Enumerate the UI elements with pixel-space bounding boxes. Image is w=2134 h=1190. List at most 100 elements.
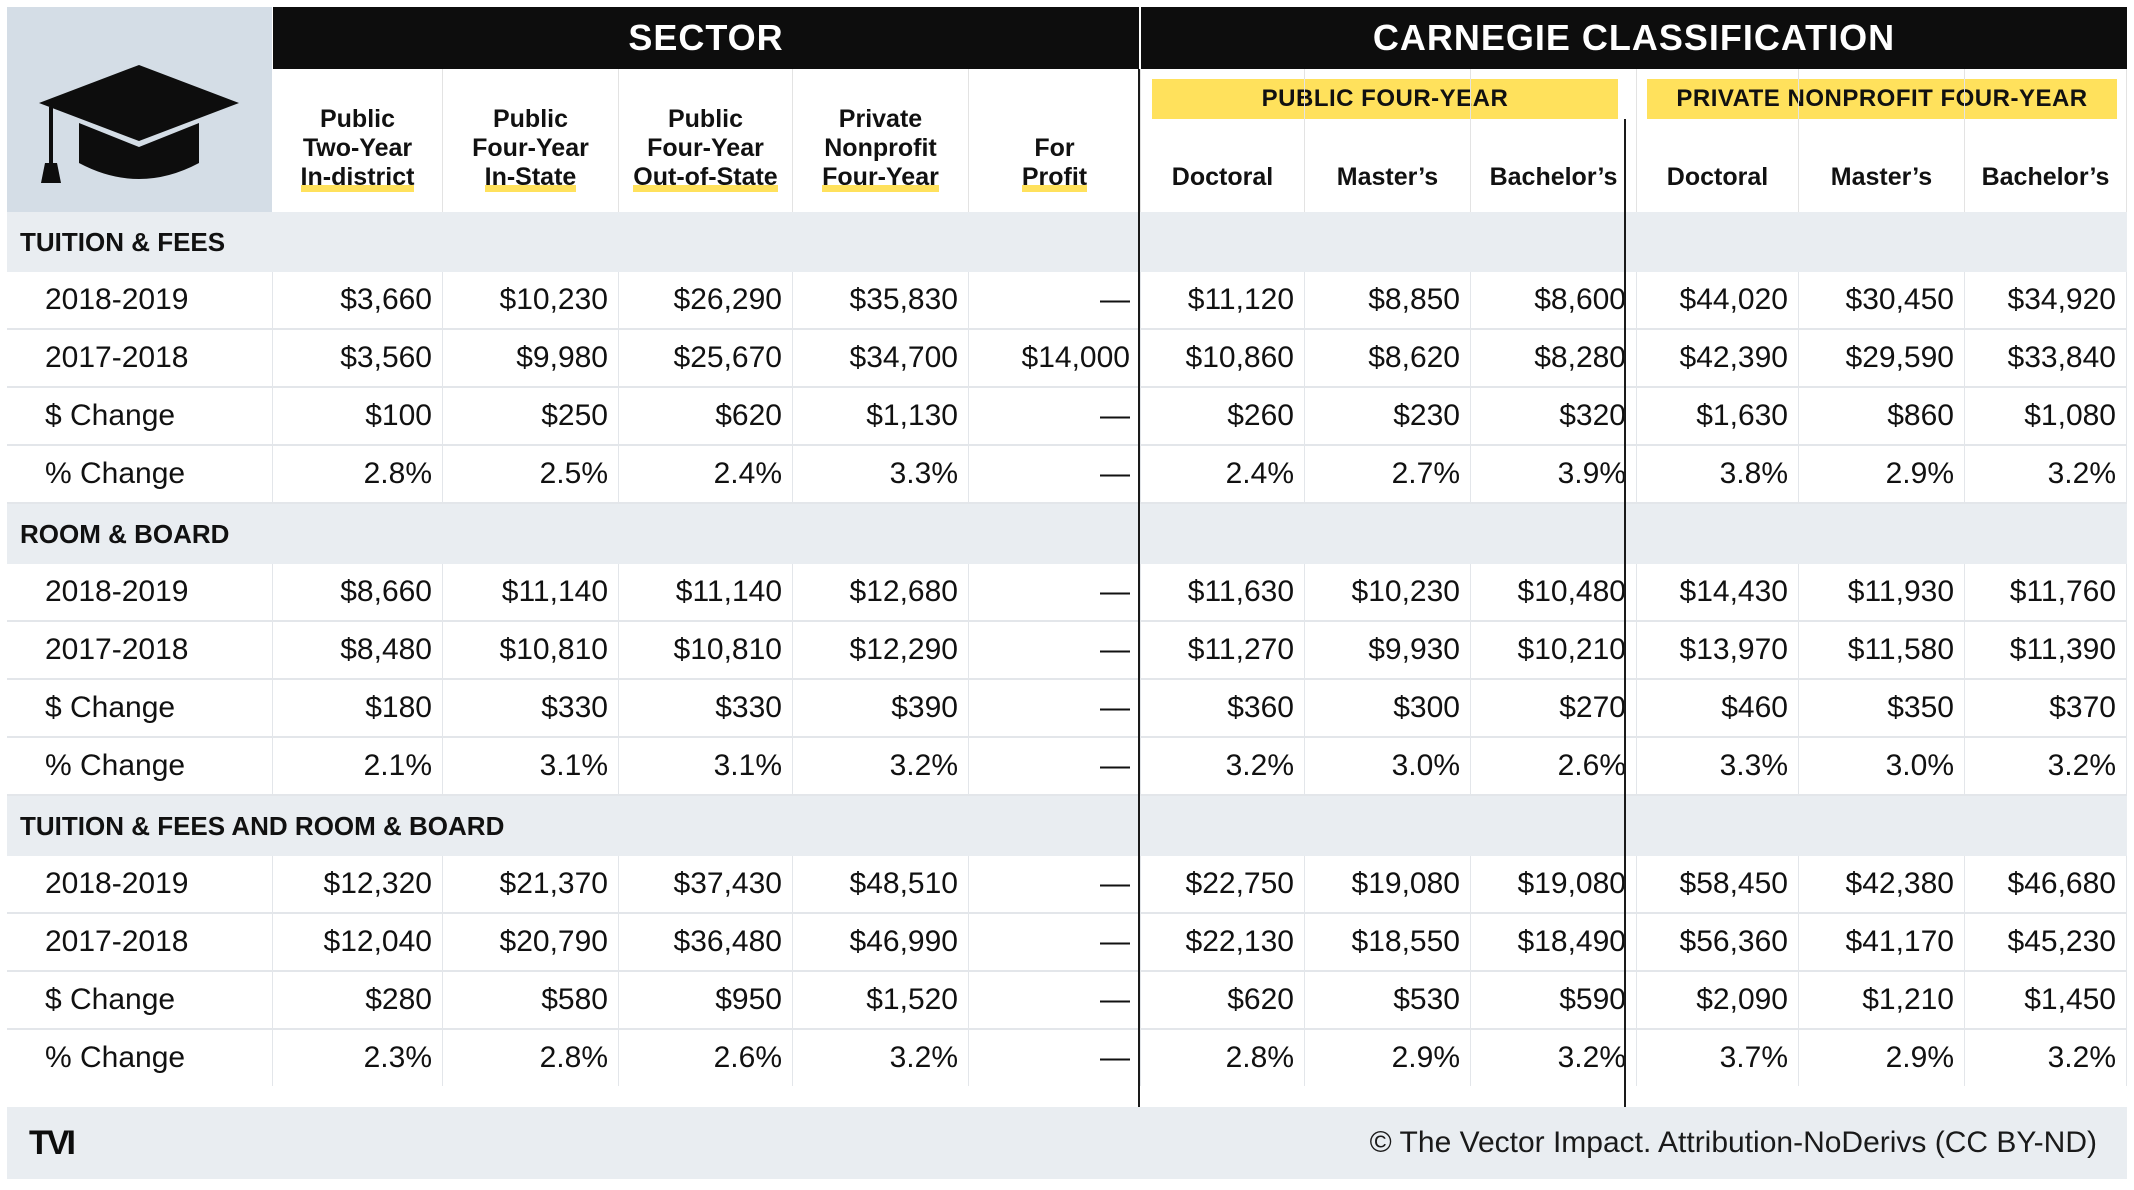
- column-header-line: Nonprofit: [824, 134, 937, 162]
- table-cell: $8,850: [1305, 272, 1471, 328]
- table-cell: 3.9%: [1471, 446, 1637, 502]
- table-cell: $11,390: [1965, 622, 2127, 678]
- table-row: 2017-2018 $3,560 $9,980 $25,670 $34,700 $14,0…: [7, 330, 2127, 388]
- table-cell: $250: [443, 388, 619, 444]
- table-cell: $580: [443, 972, 619, 1028]
- column-header-line: Two-Year: [302, 134, 413, 162]
- table-cell: 3.1%: [443, 738, 619, 794]
- table-cell: 2.6%: [619, 1030, 793, 1086]
- table-cell: 3.8%: [1637, 446, 1799, 502]
- column-header-5: Doctoral: [1141, 69, 1305, 212]
- table-cell: $350: [1799, 680, 1965, 736]
- column-header-line: Four-Year: [647, 134, 764, 162]
- table-row: $ Change $100 $250 $620 $1,130— $260 $230 $320 $…: [7, 388, 2127, 446]
- table-cell: $58,450: [1637, 856, 1799, 912]
- table-cell: $45,230: [1965, 914, 2127, 970]
- table-cell: $42,390: [1637, 330, 1799, 386]
- column-header-2: Public Four-Year Out-of-State: [619, 69, 793, 212]
- table-cell: $1,130: [793, 388, 969, 444]
- table-cell: 3.2%: [1141, 738, 1305, 794]
- column-header-label: Four-Year: [822, 163, 939, 191]
- table-cell: $18,490: [1471, 914, 1637, 970]
- column-header-label: Master’s: [1336, 163, 1439, 191]
- table-cell: $590: [1471, 972, 1637, 1028]
- table-cell: $42,380: [1799, 856, 1965, 912]
- table-cell: $10,860: [1141, 330, 1305, 386]
- tvi-logo: TVI: [29, 1124, 76, 1162]
- table-cell: $26,290: [619, 272, 793, 328]
- table-cell: $12,320: [273, 856, 443, 912]
- table-cell: $270: [1471, 680, 1637, 736]
- table-cell: —: [969, 680, 1141, 736]
- table-row: $ Change $280 $580 $950 $1,520— $620 $530 $590 $…: [7, 972, 2127, 1030]
- table-row: 2017-2018 $8,480 $10,810 $10,810 $12,290— $11…: [7, 622, 2127, 680]
- table-cell: $29,590: [1799, 330, 1965, 386]
- table-cell: —: [969, 564, 1141, 620]
- row-label: 2017-2018: [7, 622, 273, 678]
- column-header-0: Public Two-Year In-district: [273, 69, 443, 212]
- table-cell: $320: [1471, 388, 1637, 444]
- table-cell: —: [969, 388, 1141, 444]
- table-cell: $330: [619, 680, 793, 736]
- table-cell: $10,480: [1471, 564, 1637, 620]
- table-cell: $25,670: [619, 330, 793, 386]
- table-cell: $8,280: [1471, 330, 1637, 386]
- table-cell: 3.7%: [1637, 1030, 1799, 1086]
- table-cell: 3.2%: [793, 1030, 969, 1086]
- table-cell: 2.8%: [443, 1030, 619, 1086]
- table-cell: $860: [1799, 388, 1965, 444]
- table-cell: $30,450: [1799, 272, 1965, 328]
- table-cell: $34,700: [793, 330, 969, 386]
- column-header-label: Profit: [1021, 163, 1088, 191]
- table-cell: $18,550: [1305, 914, 1471, 970]
- table-cell: $11,140: [443, 564, 619, 620]
- column-header-label: Doctoral: [1171, 163, 1274, 191]
- table-cell: —: [969, 272, 1141, 328]
- table-cell: 3.1%: [619, 738, 793, 794]
- table-cell: $360: [1141, 680, 1305, 736]
- table-cell: $100: [273, 388, 443, 444]
- column-header-line: Private: [838, 105, 923, 133]
- table-cell: $21,370: [443, 856, 619, 912]
- table-cell: $36,480: [619, 914, 793, 970]
- column-header-line: For: [1034, 134, 1075, 162]
- table-cell: $12,290: [793, 622, 969, 678]
- table-cell: 3.2%: [1471, 1030, 1637, 1086]
- table-cell: $11,120: [1141, 272, 1305, 328]
- table-cell: —: [969, 446, 1141, 502]
- table-cell: 2.3%: [273, 1030, 443, 1086]
- table-cell: $180: [273, 680, 443, 736]
- table-row: 2018-2019 $3,660 $10,230 $26,290 $35,830— $11…: [7, 272, 2127, 330]
- row-label: 2018-2019: [7, 856, 273, 912]
- table-cell: $1,520: [793, 972, 969, 1028]
- table-cell: $10,230: [443, 272, 619, 328]
- carnegie-header: CARNEGIE CLASSIFICATION: [1141, 7, 2127, 69]
- table-cell: $10,210: [1471, 622, 1637, 678]
- table-cell: $12,040: [273, 914, 443, 970]
- table-cell: $530: [1305, 972, 1471, 1028]
- table-cell: $22,130: [1141, 914, 1305, 970]
- table-cell: $8,620: [1305, 330, 1471, 386]
- table-cell: —: [969, 738, 1141, 794]
- table-cell: $46,680: [1965, 856, 2127, 912]
- carnegie-divider: [1624, 119, 1626, 1109]
- row-label: % Change: [7, 1030, 273, 1086]
- section-title: ROOM & BOARD: [20, 519, 230, 549]
- table-cell: 3.2%: [1965, 1030, 2127, 1086]
- table-cell: 3.0%: [1799, 738, 1965, 794]
- row-label: $ Change: [7, 388, 273, 444]
- table-cell: $22,750: [1141, 856, 1305, 912]
- section-row: ROOM & BOARD: [7, 504, 2127, 564]
- table-cell: $3,660: [273, 272, 443, 328]
- table-cell: $280: [273, 972, 443, 1028]
- copyright-text: © The Vector Impact. Attribution-NoDeriv…: [1369, 1126, 2097, 1159]
- section-title: TUITION & FEES: [20, 227, 226, 257]
- graduation-cap-icon: [39, 65, 239, 183]
- table-cell: 2.6%: [1471, 738, 1637, 794]
- footer: TVI © The Vector Impact. Attribution-NoD…: [7, 1107, 2127, 1179]
- table-cell: $10,230: [1305, 564, 1471, 620]
- table-row: % Change 2.8% 2.5% 2.4% 3.3% —2.4% 2.7% 3.9% 3.8…: [7, 446, 2127, 504]
- table-cell: $230: [1305, 388, 1471, 444]
- table-cell: 3.2%: [1965, 738, 2127, 794]
- table-cell: $13,970: [1637, 622, 1799, 678]
